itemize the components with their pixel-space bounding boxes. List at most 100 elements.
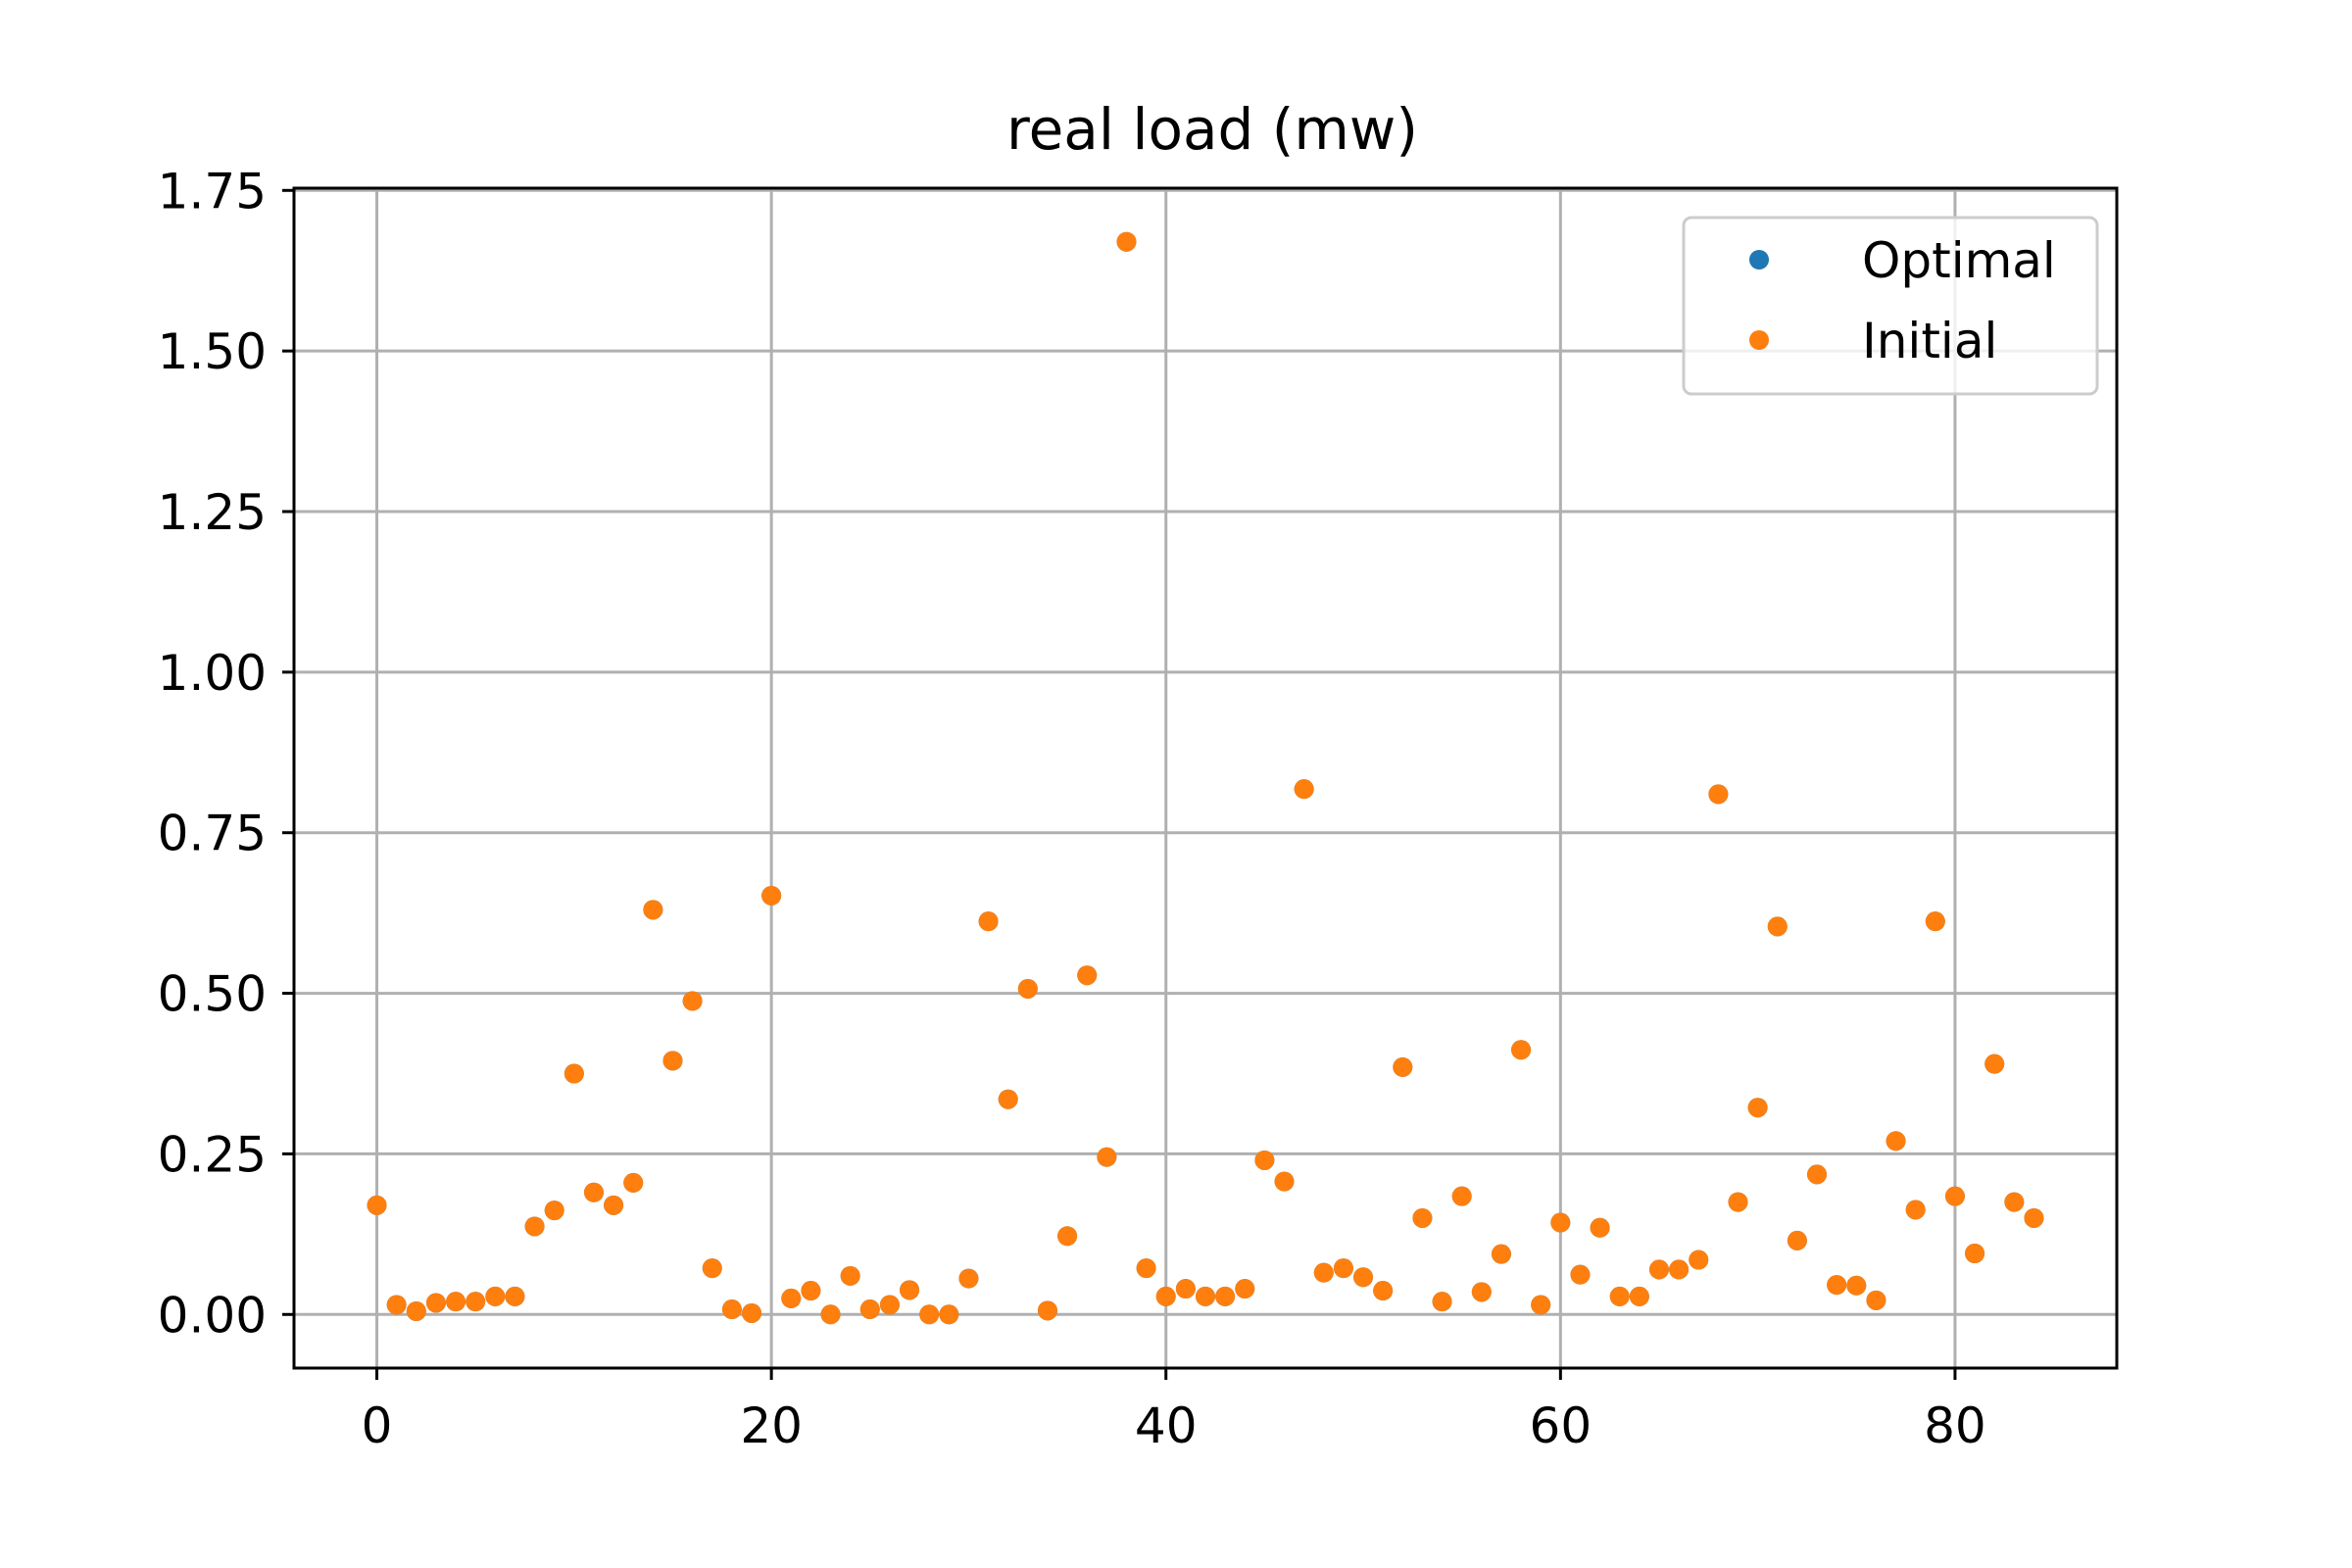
data-point-initial	[1254, 1150, 1275, 1170]
data-point-initial	[1393, 1056, 1413, 1077]
data-point-initial	[583, 1182, 604, 1202]
data-point-initial	[643, 900, 663, 920]
x-tick-label: 20	[740, 1397, 803, 1454]
y-tick-label: 1.50	[158, 323, 267, 380]
x-tick-label: 40	[1135, 1397, 1198, 1454]
data-point-initial	[1866, 1290, 1886, 1310]
data-point-initial	[1175, 1279, 1196, 1299]
data-point-initial	[1708, 784, 1729, 805]
y-tick-label: 0.25	[158, 1126, 267, 1183]
data-point-initial	[1215, 1286, 1236, 1306]
data-point-initial	[1590, 1217, 1610, 1238]
data-point-initial	[524, 1216, 545, 1237]
data-point-initial	[2004, 1192, 2025, 1212]
data-point-initial	[446, 1292, 466, 1312]
data-point-initial	[1846, 1275, 1867, 1296]
y-tick-label: 0.00	[158, 1287, 267, 1344]
data-point-initial	[1905, 1200, 1926, 1220]
data-point-initial	[1609, 1286, 1630, 1306]
data-point-initial	[1155, 1286, 1176, 1306]
chart-title: real load (mw)	[1006, 96, 1418, 163]
data-point-initial	[1767, 916, 1788, 937]
data-point-initial	[1274, 1171, 1295, 1192]
y-tick-label: 0.50	[158, 966, 267, 1023]
data-point-initial	[1984, 1054, 2005, 1074]
legend-marker-initial	[1749, 330, 1769, 350]
data-point-initial	[879, 1295, 900, 1315]
data-point-initial	[958, 1268, 979, 1289]
data-point-initial	[939, 1304, 959, 1325]
data-point-initial	[820, 1304, 841, 1325]
data-point-initial	[1550, 1212, 1571, 1233]
data-point-initial	[1432, 1292, 1452, 1312]
data-point-initial	[1235, 1279, 1255, 1299]
data-point-initial	[919, 1304, 940, 1325]
legend-box	[1682, 216, 2099, 396]
data-point-initial	[1491, 1244, 1511, 1264]
data-point-initial	[781, 1288, 802, 1308]
y-tick-label: 1.75	[158, 163, 267, 220]
data-point-initial	[623, 1172, 644, 1193]
data-point-initial	[1807, 1164, 1828, 1185]
y-tick-label: 0.75	[158, 806, 267, 862]
x-tick-label: 80	[1924, 1397, 1986, 1454]
data-point-initial	[1353, 1267, 1374, 1288]
x-tick-label: 0	[362, 1397, 393, 1454]
data-point-initial	[721, 1299, 742, 1320]
data-point-initial	[1728, 1192, 1748, 1212]
axes-frame	[292, 186, 2119, 1370]
data-point-initial	[1471, 1282, 1492, 1302]
data-point-initial	[367, 1195, 387, 1215]
data-point-initial	[1570, 1264, 1591, 1285]
data-points	[367, 231, 2044, 1325]
data-point-initial	[978, 911, 999, 932]
data-point-initial	[1294, 779, 1314, 800]
data-point-initial	[425, 1293, 446, 1313]
data-point-initial	[1097, 1147, 1117, 1167]
data-point-initial	[801, 1281, 821, 1301]
data-point-initial	[1451, 1186, 1472, 1206]
data-point-initial	[1531, 1295, 1551, 1315]
data-point-initial	[662, 1051, 683, 1071]
legend-marker-optimal	[1749, 250, 1769, 270]
data-point-initial	[1333, 1258, 1353, 1279]
data-point-initial	[564, 1063, 584, 1084]
data-point-initial	[386, 1295, 407, 1315]
data-point-initial	[1925, 911, 1945, 932]
data-point-initial	[406, 1300, 426, 1321]
data-point-initial	[505, 1286, 525, 1306]
data-point-initial	[998, 1089, 1018, 1109]
data-point-initial	[1787, 1230, 1807, 1250]
data-point-initial	[1511, 1040, 1532, 1060]
data-point-initial	[2024, 1207, 2044, 1228]
data-point-initial	[682, 991, 703, 1011]
data-point-initial	[1373, 1281, 1394, 1301]
y-axis: 0.00 0.25 0.50 0.75 1.00 1.25 1.50 1.75	[158, 163, 294, 1344]
data-point-initial	[840, 1265, 860, 1286]
data-point-initial	[859, 1299, 880, 1320]
data-point-initial	[1057, 1226, 1078, 1247]
data-point-initial	[761, 885, 782, 906]
data-point-initial	[742, 1302, 762, 1323]
data-point-initial	[1689, 1250, 1709, 1270]
data-point-initial	[1412, 1207, 1433, 1228]
data-point-initial	[1827, 1275, 1847, 1296]
data-point-initial	[900, 1280, 920, 1300]
data-point-initial	[1037, 1300, 1057, 1321]
data-point-initial	[1196, 1286, 1215, 1306]
data-point-initial	[1629, 1286, 1649, 1306]
data-point-initial	[1077, 965, 1098, 986]
series-initial	[367, 231, 2044, 1325]
legend-label-optimal: Optimal	[1862, 232, 2056, 289]
data-point-initial	[544, 1200, 564, 1221]
data-point-initial	[1017, 978, 1038, 999]
data-point-initial	[1648, 1259, 1669, 1280]
data-point-initial	[702, 1258, 722, 1279]
legend-label-initial: Initial	[1862, 313, 1997, 369]
x-tick-label: 60	[1530, 1397, 1592, 1454]
data-point-initial	[1313, 1262, 1334, 1283]
data-point-initial	[1669, 1259, 1690, 1280]
data-point-initial	[485, 1286, 506, 1306]
legend: Optimal Initial	[1682, 216, 2099, 396]
